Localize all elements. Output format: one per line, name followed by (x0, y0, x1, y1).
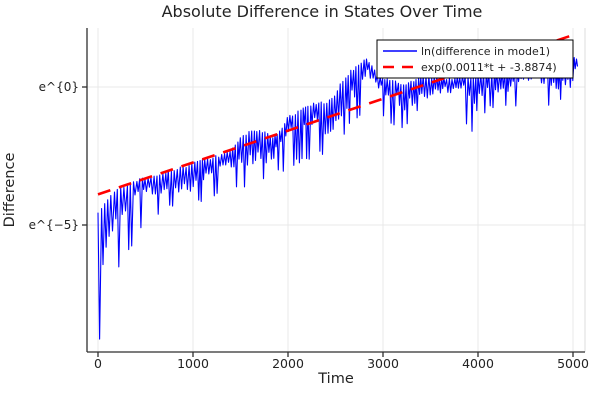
legend: ln(difference in mode1) exp(0.0011*t + -… (376, 39, 574, 79)
difference-polyline (97, 57, 579, 340)
legend-label-difference: ln(difference in mode1) (421, 45, 550, 58)
y-tick-label: e^{0} (39, 80, 79, 94)
x-tick-label: 4000 (462, 356, 494, 371)
series-difference-line (97, 57, 579, 340)
x-axis-label: Time (317, 371, 354, 387)
x-tick-label: 3000 (367, 356, 399, 371)
axes (82, 28, 585, 357)
x-tick-label: 0 (94, 356, 102, 371)
y-tick-label: e^{−5} (29, 218, 79, 232)
chart-title: Absolute Difference in States Over Time (162, 2, 483, 21)
x-tick-label: 1000 (177, 356, 209, 371)
legend-label-fit: exp(0.0011*t + -3.8874) (421, 61, 557, 74)
legend-box (376, 39, 574, 79)
x-tick-label: 2000 (272, 356, 304, 371)
x-tick-labels: 0 1000 2000 3000 4000 5000 (94, 356, 589, 371)
y-tick-labels: e^{0} e^{−5} (29, 80, 79, 232)
x-tick-label: 5000 (557, 356, 589, 371)
y-axis-label: Difference (2, 153, 18, 228)
